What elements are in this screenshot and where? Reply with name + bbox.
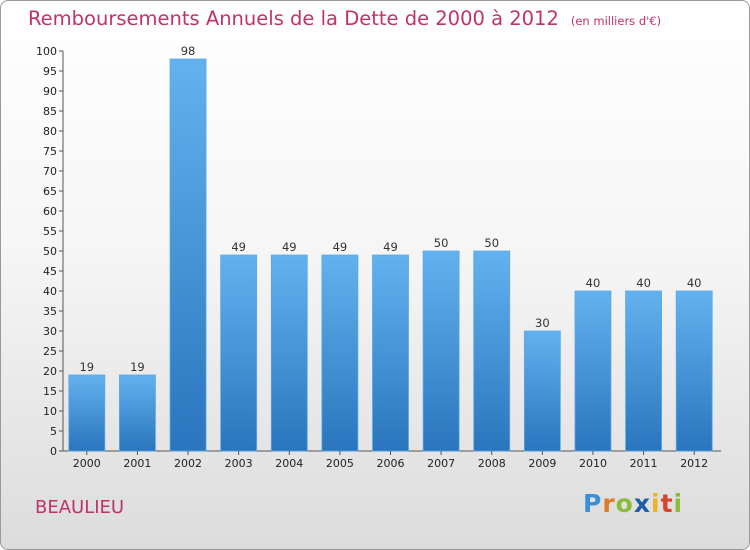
y-tick-label: 65 <box>43 185 57 198</box>
bar <box>119 374 156 452</box>
y-tick-label: 45 <box>43 265 57 278</box>
x-tick-label: 2012 <box>680 457 708 470</box>
y-tick-label: 95 <box>43 65 57 78</box>
bar <box>523 330 561 452</box>
bar-value-label: 50 <box>484 236 499 250</box>
x-tick-label: 2008 <box>478 457 506 470</box>
y-tick-label: 0 <box>50 445 57 458</box>
chart-title: Remboursements Annuels de la Dette de 20… <box>28 7 661 30</box>
bar <box>574 290 612 452</box>
bar-value-label: 49 <box>333 240 348 254</box>
bar-value-label: 49 <box>383 240 398 254</box>
y-tick-label: 30 <box>43 325 57 338</box>
y-tick-label: 5 <box>50 425 57 438</box>
bar <box>675 290 713 452</box>
bar <box>473 250 511 452</box>
bar-value-label: 30 <box>535 316 550 330</box>
y-tick-label: 60 <box>43 205 57 218</box>
y-tick-label: 100 <box>36 45 57 58</box>
bar-value-label: 50 <box>434 236 449 250</box>
bar-value-label: 40 <box>687 276 702 290</box>
bar-value-label: 19 <box>130 360 145 374</box>
y-tick-label: 75 <box>43 145 57 158</box>
bar-value-label: 98 <box>181 44 196 58</box>
x-tick-label: 2000 <box>73 457 101 470</box>
y-tick-label: 50 <box>43 245 57 258</box>
x-tick-label: 2009 <box>528 457 556 470</box>
y-tick-label: 70 <box>43 165 57 178</box>
x-tick-label: 2004 <box>275 457 303 470</box>
bar <box>625 290 662 452</box>
bar-value-label: 19 <box>79 360 94 374</box>
y-tick-label: 40 <box>43 285 57 298</box>
bar <box>270 254 308 452</box>
x-tick-label: 2005 <box>326 457 354 470</box>
bar-value-label: 49 <box>282 240 297 254</box>
x-tick-label: 2002 <box>174 457 202 470</box>
chart-unit-note: (en milliers d'€) <box>570 14 662 28</box>
y-tick-label: 15 <box>43 385 57 398</box>
bar <box>169 58 207 452</box>
y-tick-label: 20 <box>43 365 57 378</box>
x-tick-label: 2003 <box>225 457 253 470</box>
bar <box>68 374 106 452</box>
bar <box>321 254 359 452</box>
x-tick-label: 2001 <box>123 457 151 470</box>
bar-value-label: 49 <box>231 240 246 254</box>
y-tick-label: 35 <box>43 305 57 318</box>
y-tick-label: 55 <box>43 225 57 238</box>
chart-title-main: Remboursements Annuels de la Dette de 20… <box>28 7 559 30</box>
y-tick-label: 80 <box>43 125 57 138</box>
x-tick-label: 2010 <box>579 457 607 470</box>
proxiti-logo: Proxiti <box>583 489 684 518</box>
y-tick-label: 85 <box>43 105 57 118</box>
x-tick-label: 2007 <box>427 457 455 470</box>
bar <box>220 254 258 452</box>
bar-value-label: 40 <box>636 276 651 290</box>
bar <box>372 254 409 452</box>
y-tick-label: 25 <box>43 345 57 358</box>
x-tick-label: 2006 <box>377 457 405 470</box>
y-tick-label: 10 <box>43 405 57 418</box>
commune-name: BEAULIEU <box>35 497 125 518</box>
bar <box>422 250 460 452</box>
bar-value-label: 40 <box>586 276 601 290</box>
y-tick-label: 90 <box>43 85 57 98</box>
x-tick-label: 2011 <box>630 457 658 470</box>
